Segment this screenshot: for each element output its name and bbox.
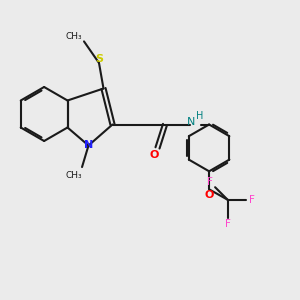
Text: N: N [187, 117, 195, 127]
Text: CH₃: CH₃ [65, 32, 82, 40]
Text: F: F [225, 219, 231, 230]
Text: F: F [249, 195, 255, 205]
Text: F: F [207, 177, 213, 187]
Text: H: H [196, 111, 204, 121]
Text: O: O [204, 190, 214, 200]
Text: N: N [84, 140, 93, 151]
Text: O: O [150, 149, 159, 160]
Text: S: S [95, 54, 103, 64]
Text: CH₃: CH₃ [65, 171, 82, 180]
